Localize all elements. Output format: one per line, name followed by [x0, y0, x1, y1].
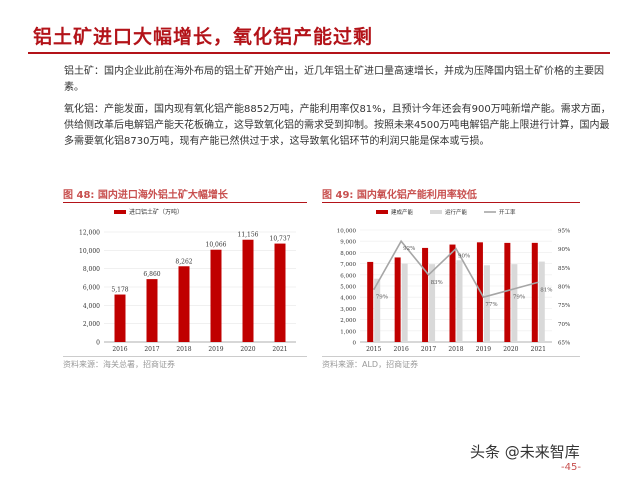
- data-label: 11,156: [238, 232, 259, 239]
- y-left-tick-label: 9,000: [340, 240, 356, 246]
- data-label: 8,262: [175, 258, 192, 265]
- bar-built-capacity: [531, 242, 538, 342]
- page-number: -45-: [561, 462, 581, 473]
- data-label: 6,860: [143, 271, 160, 278]
- line-data-label: 92%: [403, 246, 415, 252]
- bauxite-import-chart: 0 2,000 4,000 6,000 8,000 10,000 12,000 5,178 20…: [79, 208, 296, 353]
- data-label: 10,066: [206, 242, 227, 249]
- legend-label-running: 运行产能: [445, 208, 468, 216]
- bar-built-capacity: [394, 257, 401, 342]
- x-tick-label: 2017: [144, 346, 159, 353]
- y-right-tick-label: 65%: [558, 341, 570, 347]
- x-tick-label: 2015: [366, 346, 381, 353]
- y-left-tick-label: 8,000: [340, 251, 356, 257]
- line-data-label: 90%: [458, 254, 470, 260]
- legend-swatch: [114, 210, 126, 214]
- data-label: 10,737: [270, 236, 291, 243]
- bar-running-capacity: [483, 265, 490, 342]
- page-title: 铝土矿进口大幅增长，氧化铝产能过剩: [33, 26, 374, 48]
- line-data-label: 83%: [431, 280, 443, 286]
- figure-48-label: 图 48: 国内进口海外铝土矿大幅增长: [63, 190, 228, 201]
- y-left-tick-label: 6,000: [340, 273, 356, 279]
- bar-running-capacity: [538, 261, 545, 342]
- x-tick-label: 2021: [272, 346, 287, 353]
- legend-swatch-running: [430, 210, 442, 214]
- data-label: 5,178: [111, 287, 128, 294]
- x-tick-label: 2016: [112, 346, 127, 353]
- bar-built-capacity: [449, 244, 456, 342]
- y-right-tick-label: 95%: [558, 229, 570, 235]
- y-left-tick-label: 7,000: [340, 262, 356, 268]
- line-data-label: 79%: [376, 295, 388, 301]
- line-data-label: 79%: [513, 295, 525, 301]
- legend-label-rate: 开工率: [499, 208, 516, 216]
- brand-watermark: 头条 @未来智库: [470, 443, 580, 461]
- y-tick-label: 8,000: [83, 266, 100, 273]
- line-data-label: 77%: [485, 302, 497, 308]
- figure-48-source: 资料来源：海关总署，招商证券: [63, 360, 175, 369]
- figure-49-label: 图 49: 国内氧化铝产能利用率较低: [322, 190, 477, 201]
- y-right-tick-label: 75%: [558, 303, 570, 309]
- y-left-tick-label: 4,000: [340, 296, 356, 302]
- y-tick-label: 10,000: [79, 248, 100, 255]
- line-utilization-rate: [373, 239, 539, 299]
- figure-49-rule: [322, 202, 580, 203]
- bar: [178, 266, 190, 342]
- source-rule-right: [322, 356, 580, 357]
- y-right-tick-label: 80%: [558, 285, 570, 291]
- bar-running-capacity: [511, 264, 518, 342]
- line-data-label: 81%: [540, 287, 552, 293]
- y-left-tick-label: 1,000: [340, 329, 356, 335]
- y-right-tick-label: 70%: [558, 322, 570, 328]
- bar-running-capacity: [374, 278, 381, 342]
- y-tick-label: 2,000: [83, 321, 100, 328]
- bar: [146, 279, 158, 342]
- x-tick-label: 2019: [476, 346, 491, 353]
- bar-built-capacity: [367, 261, 374, 342]
- y-tick-label: 12,000: [79, 230, 100, 237]
- y-tick-label: 6,000: [83, 285, 100, 292]
- bar-built-capacity: [422, 247, 429, 342]
- bar-running-capacity: [429, 264, 436, 342]
- y-left-tick-label: 10,000: [337, 229, 357, 235]
- bar: [114, 294, 126, 342]
- title-rule: [28, 52, 610, 54]
- paragraph-bauxite: 铝土矿：国内企业此前在海外布局的铝土矿开始产出，近几年铝土矿进口量高速增长，并成…: [64, 66, 604, 93]
- alumina-capacity-chart: 0 1,000 2,000 3,000 4,000 5,000 6,000 7,000 8,00…: [337, 208, 570, 353]
- x-tick-label: 2016: [394, 346, 409, 353]
- y-left-tick-label: 5,000: [340, 285, 356, 291]
- source-rule-left: [63, 356, 307, 357]
- y-right-tick-label: 85%: [558, 266, 570, 272]
- x-tick-label: 2019: [208, 346, 223, 353]
- x-tick-label: 2018: [448, 346, 463, 353]
- legend-label: 进口铝土矿（万吨）: [129, 208, 183, 216]
- bar-built-capacity: [504, 242, 511, 342]
- y-tick-label: 4,000: [83, 303, 100, 310]
- y-right-tick-label: 90%: [558, 247, 570, 253]
- legend-label-built: 建成产能: [391, 208, 414, 216]
- bar-running-capacity: [456, 260, 463, 342]
- bar: [242, 239, 254, 342]
- bar-running-capacity: [401, 263, 408, 342]
- figure-49-source: 资料来源：ALD，招商证券: [322, 360, 419, 369]
- x-tick-label: 2017: [421, 346, 436, 353]
- bar: [274, 243, 286, 342]
- legend-swatch-built: [376, 210, 388, 214]
- x-tick-label: 2021: [531, 346, 546, 353]
- y-left-tick-label: 2,000: [340, 318, 356, 324]
- x-tick-label: 2018: [176, 346, 191, 353]
- paragraph-alumina: 氧化铝：产能发面，国内现有氧化铝产能8852万吨，产能利用率仅81%，且预计今年…: [64, 104, 611, 147]
- x-tick-label: 2020: [503, 346, 518, 353]
- y-left-tick-label: 3,000: [340, 307, 356, 313]
- y-tick-label: 0: [96, 340, 100, 347]
- bar: [210, 249, 222, 342]
- figure-48-rule: [63, 202, 307, 203]
- x-tick-label: 2020: [240, 346, 255, 353]
- y-left-tick-label: 0: [353, 341, 357, 347]
